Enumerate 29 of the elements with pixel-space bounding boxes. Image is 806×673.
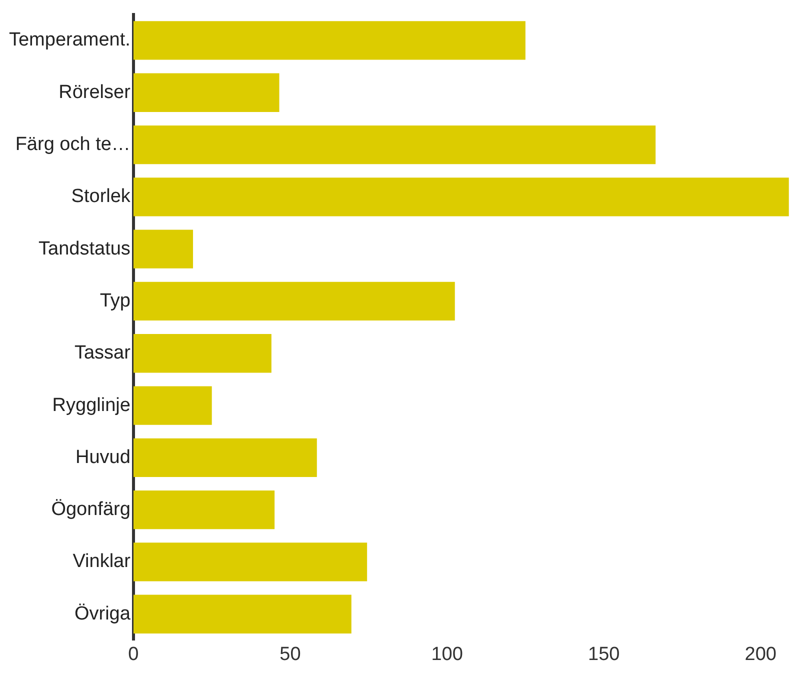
y-tick-label: Tassar — [74, 342, 132, 364]
bar — [133, 21, 526, 60]
y-tick-label: Storlek — [71, 186, 131, 208]
x-tick-label: 0 — [128, 644, 139, 665]
bar — [133, 542, 368, 582]
y-tick-label: Huvud — [76, 446, 130, 468]
bar — [133, 490, 275, 530]
bar — [133, 282, 455, 321]
y-tick-label: Tandstatus — [38, 238, 130, 260]
bar — [133, 594, 352, 634]
bar — [133, 230, 194, 268]
x-tick-label: 100 — [431, 644, 463, 665]
bar — [133, 73, 280, 112]
bar — [133, 386, 212, 425]
x-tick-label: 150 — [588, 644, 620, 665]
bar — [133, 438, 317, 477]
x-tick-label: 200 — [744, 644, 776, 665]
bar — [133, 178, 789, 216]
y-tick-label: Temperament. — [8, 30, 130, 51]
bar — [133, 125, 656, 164]
y-tick-label: Typ — [100, 290, 130, 312]
y-tick-label: Rörelser — [58, 82, 132, 103]
y-tick-label: Övriga — [74, 603, 131, 624]
bar — [133, 334, 272, 373]
y-tick-label: Vinklar — [72, 551, 132, 572]
y-tick-label: Färg och te… — [15, 134, 130, 156]
y-tick-label: Ögonfärg — [51, 499, 130, 520]
x-tick-label: 50 — [280, 644, 301, 665]
y-tick-label: Rygglinje — [52, 394, 130, 416]
